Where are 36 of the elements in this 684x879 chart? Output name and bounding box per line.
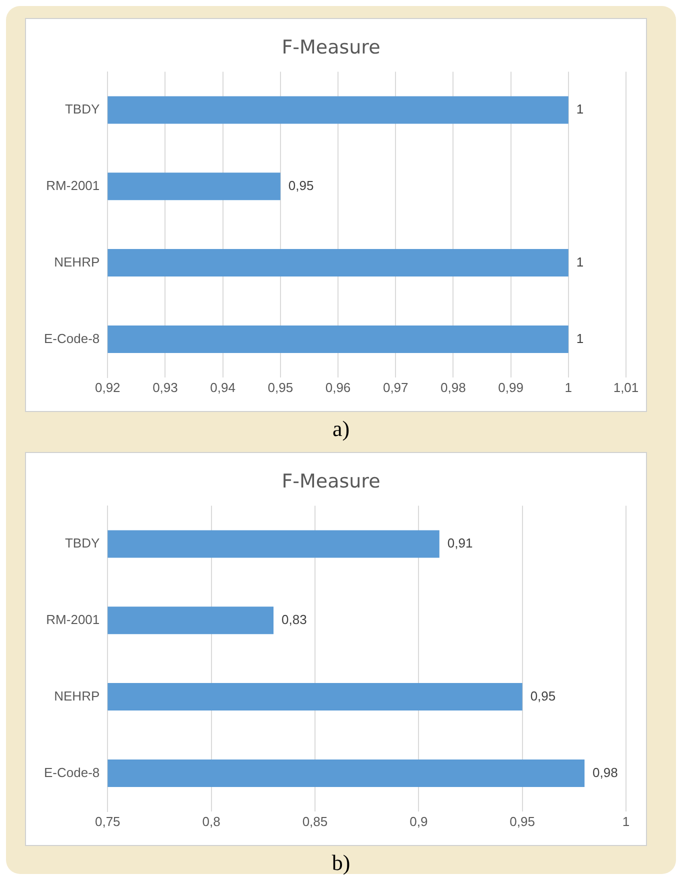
data-label: 1 — [576, 102, 584, 117]
y-tick-label: RM-2001 — [46, 612, 100, 627]
x-tick-label: 0,8 — [202, 814, 220, 829]
data-label: 0,83 — [282, 612, 307, 627]
data-label: 1 — [576, 330, 584, 346]
y-tick-label: NEHRP — [54, 254, 100, 270]
x-tick-label: 0,93 — [152, 380, 178, 395]
x-tick-label: 0,9 — [410, 814, 428, 829]
x-tick-label: 0,94 — [210, 380, 236, 395]
y-tick-label: NEHRP — [54, 688, 100, 704]
x-tick-label: 0,96 — [325, 380, 351, 395]
x-tick-label: 1,01 — [613, 380, 639, 395]
x-tick-label: 0,97 — [382, 380, 408, 395]
x-tick-label: 1 — [622, 814, 630, 829]
y-tick-label: TBDY — [64, 536, 100, 551]
x-tick-label: 0,95 — [510, 814, 535, 829]
x-tick-label: 0,75 — [94, 814, 120, 829]
x-tick-label: 0,98 — [440, 380, 466, 395]
x-tick-label: 0,99 — [498, 380, 524, 395]
y-tick-label: TBDY — [64, 102, 100, 117]
text: a) — [331, 416, 351, 442]
y-tick-label: E-Code-8 — [44, 330, 100, 346]
data-label: 1 — [576, 254, 584, 270]
chart-title: F-Measure — [282, 36, 380, 58]
x-tick-label: 0,85 — [302, 814, 328, 829]
x-tick-label: 0,92 — [94, 380, 120, 395]
x-tick-label: 1 — [564, 380, 572, 395]
data-label: 0,98 — [592, 764, 618, 780]
text: b) — [330, 850, 352, 876]
chart-title: F-Measure — [282, 470, 380, 492]
y-tick-label: E-Code-8 — [44, 764, 100, 780]
data-label: 0,95 — [530, 688, 556, 704]
x-tick-label: 0,95 — [268, 380, 294, 395]
y-tick-label: RM-2001 — [46, 178, 100, 193]
data-label: 0,91 — [447, 536, 473, 551]
data-label: 0,95 — [288, 178, 314, 193]
